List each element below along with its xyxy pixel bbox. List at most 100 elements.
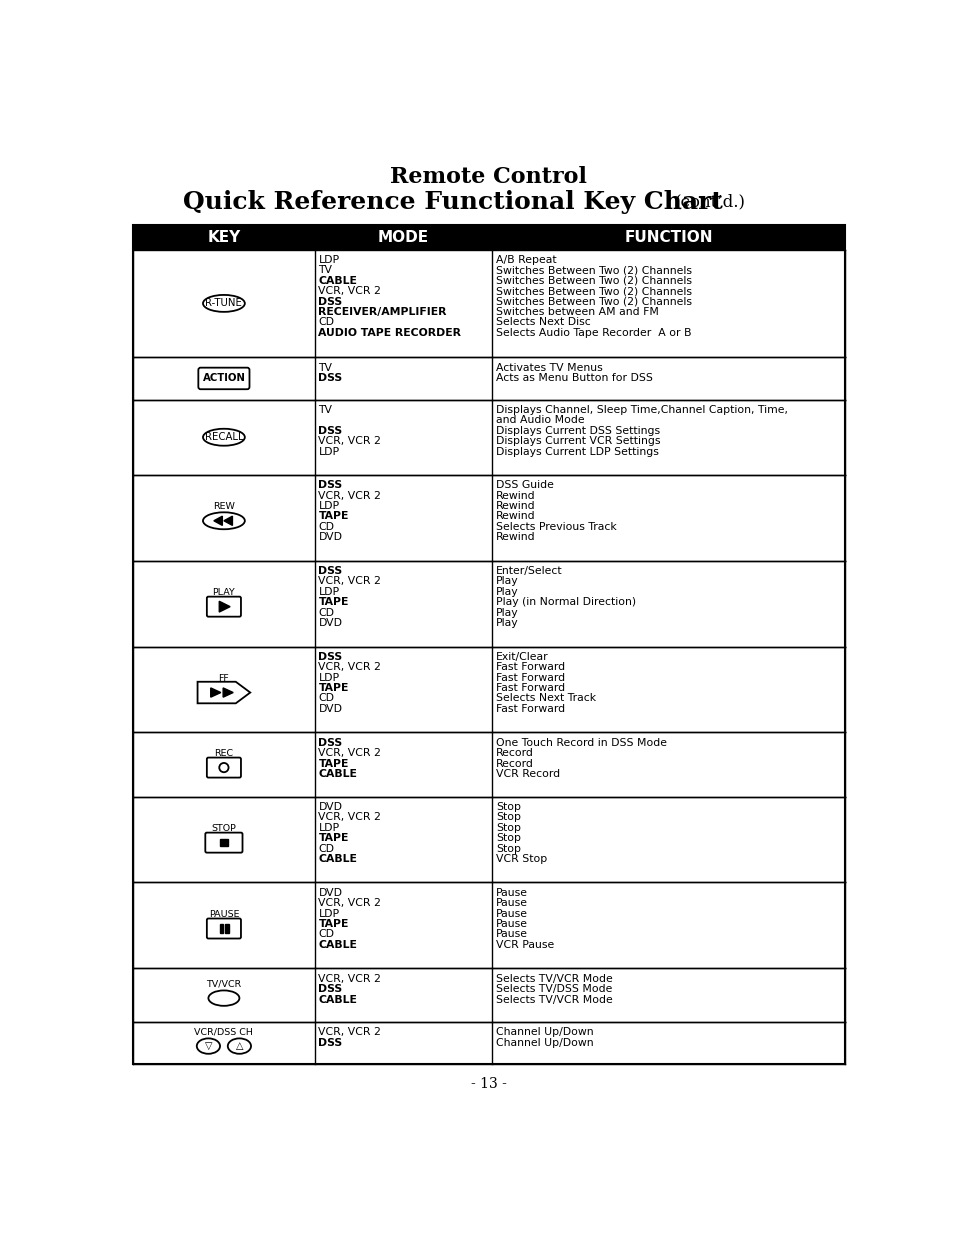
Ellipse shape: [208, 991, 239, 1006]
Text: CABLE: CABLE: [318, 854, 357, 863]
Text: DSS: DSS: [318, 426, 342, 436]
Text: Displays Current LDP Settings: Displays Current LDP Settings: [496, 446, 659, 457]
Text: Quick Reference Functional Key Chart: Quick Reference Functional Key Chart: [182, 189, 721, 214]
Text: Switches Between Two (2) Channels: Switches Between Two (2) Channels: [496, 275, 692, 285]
Bar: [133, 882, 843, 968]
Text: Displays Channel, Sleep Time,Channel Caption, Time,: Displays Channel, Sleep Time,Channel Cap…: [496, 405, 787, 415]
Ellipse shape: [228, 1038, 251, 1054]
Text: Play: Play: [496, 577, 518, 587]
Text: Pause: Pause: [496, 920, 528, 930]
Text: Stop: Stop: [496, 844, 520, 854]
Text: Stop: Stop: [496, 834, 520, 844]
Text: Stop: Stop: [496, 812, 520, 822]
Text: LDP: LDP: [318, 587, 339, 597]
Text: DVD: DVD: [318, 532, 342, 542]
Text: FF: FF: [218, 674, 229, 683]
Bar: [133, 1022, 843, 1064]
Text: VCR, VCR 2: VCR, VCR 2: [318, 491, 381, 501]
Text: LDP: LDP: [318, 673, 339, 683]
Text: Switches Between Two (2) Channels: Switches Between Two (2) Channels: [496, 287, 692, 297]
Text: STOP: STOP: [212, 825, 236, 834]
Text: DSS: DSS: [318, 297, 342, 307]
Text: Fast Forward: Fast Forward: [496, 663, 565, 673]
Text: TV/VCR: TV/VCR: [206, 979, 241, 989]
Text: VCR Record: VCR Record: [496, 769, 560, 779]
Text: Pause: Pause: [496, 888, 528, 898]
Text: VCR, VCR 2: VCR, VCR 2: [318, 663, 381, 673]
Bar: [133, 226, 843, 249]
Polygon shape: [219, 602, 230, 612]
Polygon shape: [197, 682, 250, 703]
Text: △: △: [235, 1042, 243, 1052]
Text: DSS: DSS: [318, 652, 342, 662]
Text: DSS: DSS: [318, 566, 342, 576]
Text: TV: TV: [318, 405, 333, 415]
Text: LDP: LDP: [318, 255, 339, 265]
Text: Stop: Stop: [496, 822, 520, 832]
Text: TAPE: TAPE: [318, 920, 349, 930]
Text: LDP: LDP: [318, 908, 339, 918]
Text: CABLE: CABLE: [318, 769, 357, 779]
Text: TAPE: TAPE: [318, 597, 349, 607]
Bar: [133, 358, 843, 400]
Text: Rewind: Rewind: [496, 491, 536, 501]
Bar: [133, 226, 843, 1064]
Text: CABLE: CABLE: [318, 275, 357, 285]
Text: Fast Forward: Fast Forward: [496, 704, 565, 714]
Text: RECEIVER/AMPLIFIER: RECEIVER/AMPLIFIER: [318, 307, 447, 316]
Bar: [225, 923, 229, 933]
Text: Play: Play: [496, 587, 518, 597]
Text: Displays Current VCR Settings: Displays Current VCR Settings: [496, 436, 660, 446]
Polygon shape: [223, 688, 233, 698]
Text: Record: Record: [496, 759, 534, 769]
Bar: [133, 475, 843, 561]
Text: DSS: DSS: [318, 480, 342, 490]
Text: VCR, VCR 2: VCR, VCR 2: [318, 898, 381, 908]
Text: DVD: DVD: [318, 704, 342, 714]
Ellipse shape: [196, 1038, 220, 1054]
Circle shape: [219, 763, 229, 773]
Ellipse shape: [203, 429, 245, 446]
Text: DVD: DVD: [318, 802, 342, 812]
Bar: [220, 839, 228, 846]
Text: Acts as Menu Button for DSS: Acts as Menu Button for DSS: [496, 373, 653, 383]
Text: DVD: DVD: [318, 618, 342, 628]
Text: RECALL: RECALL: [204, 432, 243, 442]
Text: Selects Audio Tape Recorder  A or B: Selects Audio Tape Recorder A or B: [496, 328, 691, 338]
Text: DSS: DSS: [318, 984, 342, 994]
Polygon shape: [213, 516, 222, 526]
Text: FUNCTION: FUNCTION: [623, 229, 712, 244]
Text: CD: CD: [318, 694, 335, 704]
Text: Rewind: Rewind: [496, 501, 536, 511]
Text: Rewind: Rewind: [496, 511, 536, 521]
Text: KEY: KEY: [207, 229, 240, 244]
Text: Displays Current DSS Settings: Displays Current DSS Settings: [496, 426, 659, 436]
Text: CD: CD: [318, 608, 335, 618]
Text: REC: REC: [214, 749, 233, 759]
Text: VCR Pause: VCR Pause: [496, 939, 554, 949]
Text: TV: TV: [318, 265, 333, 275]
Ellipse shape: [203, 512, 245, 530]
Text: One Touch Record in DSS Mode: One Touch Record in DSS Mode: [496, 738, 667, 748]
Text: LDP: LDP: [318, 501, 339, 511]
Text: Exit/Clear: Exit/Clear: [496, 652, 548, 662]
Bar: [133, 796, 843, 882]
FancyBboxPatch shape: [207, 597, 241, 617]
Bar: [133, 561, 843, 647]
Text: R-TUNE: R-TUNE: [205, 298, 242, 309]
FancyBboxPatch shape: [205, 832, 242, 852]
Text: Selects TV/DSS Mode: Selects TV/DSS Mode: [496, 984, 612, 994]
Text: VCR/DSS CH: VCR/DSS CH: [194, 1028, 253, 1037]
Text: TAPE: TAPE: [318, 759, 349, 769]
Text: CABLE: CABLE: [318, 939, 357, 949]
Bar: [133, 968, 843, 1022]
Text: VCR, VCR 2: VCR, VCR 2: [318, 287, 381, 297]
Text: and Audio Mode: and Audio Mode: [496, 415, 584, 425]
Text: PAUSE: PAUSE: [209, 910, 239, 920]
Text: Stop: Stop: [496, 802, 520, 812]
Text: Selects Next Track: Selects Next Track: [496, 694, 596, 704]
Text: DSS: DSS: [318, 373, 342, 383]
Text: Remote Control: Remote Control: [390, 166, 587, 188]
FancyBboxPatch shape: [198, 368, 250, 389]
Text: Fast Forward: Fast Forward: [496, 683, 565, 693]
